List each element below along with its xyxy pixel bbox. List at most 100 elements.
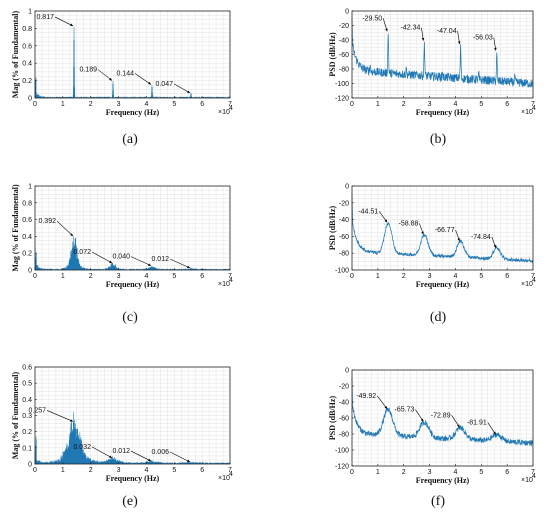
peak-arrowhead [457,424,460,428]
peak-label: 0.072 [73,249,91,256]
x-tick-label: 6 [505,273,509,280]
x-tick-label: 4 [453,273,457,280]
x-tick-label: 1 [376,469,380,476]
y-axis-label: Mag (% of Fundamental) [11,184,20,272]
x-tick-label: 7 [228,101,232,108]
y-tick-label: -80 [339,67,349,74]
x-tick-label: 5 [479,469,483,476]
x-tick-label: 4 [453,469,457,476]
y-tick-label: 0.3 [22,413,32,420]
x-tick-label: 1 [376,101,380,108]
peak-arrow [56,220,74,237]
peak-arrowhead [148,458,151,462]
peak-label: 0.012 [151,256,169,263]
peak-arrowhead [187,459,190,463]
peak-label: -66.77 [435,227,455,234]
x-tick-label: 7 [228,467,232,474]
y-tick-label: 0.4 [22,234,32,241]
x-multiplier-exponent: 4 [532,105,536,112]
x-tick-label: 0 [350,273,354,280]
peak-arrowhead [493,431,496,435]
panel-caption: (a) [122,132,138,147]
x-tick-label: 5 [479,101,483,108]
peak-arrowhead [457,41,461,45]
y-axis-label: Mag (% of Fundamental) [11,11,20,99]
x-tick-label: 5 [172,101,176,108]
y-tick-label: 0.8 [22,26,32,33]
peak-arrowhead [420,418,424,422]
y-tick-label: 0.6 [22,365,32,372]
y-tick-label: -80 [339,432,349,439]
y-tick-label: -20 [339,23,349,30]
x-tick-label: 3 [428,469,432,476]
peak-label: 0.047 [155,81,173,88]
peak-arrowhead [148,81,151,85]
x-multiplier-exponent: 4 [229,105,233,112]
x-multiplier: ×10 [218,281,230,288]
y-tick-label: -100 [335,448,349,455]
peak-arrow [169,451,191,463]
peak-arrowhead [187,90,190,93]
peak-arrowhead [109,77,112,81]
peak-label: 0.040 [112,254,130,261]
peak-arrow [134,73,152,85]
x-multiplier-exponent: 4 [229,277,233,284]
peak-label: 0.392 [38,218,56,225]
x-axis-label: Frequency (Hz) [106,108,160,117]
grid [352,11,533,98]
x-tick-label: 1 [61,101,65,108]
x-tick-label: 2 [402,469,406,476]
peak-label: -47.04 [437,28,457,35]
x-tick-label: 0 [33,273,37,280]
y-tick-label: 0.8 [22,200,32,207]
peak-arrowhead [457,238,460,242]
peak-label: -72.89 [431,412,451,419]
peak-label: -74.84 [471,234,491,241]
y-tick-label: 0 [28,96,32,103]
y-tick-label: 0 [345,184,349,191]
x-tick-label: 6 [200,467,204,474]
y-tick-label: 0 [28,268,32,275]
peak-label: 0.144 [116,70,134,77]
y-tick-label: 0.4 [22,397,32,404]
peak-arrowhead [494,47,497,51]
x-tick-label: 3 [117,273,121,280]
x-axis-label: Frequency (Hz) [106,474,160,483]
x-tick-label: 1 [376,273,380,280]
peak-label: -42.34 [401,25,421,32]
y-tick-label: -120 [335,464,349,471]
peak-arrowhead [421,231,424,235]
x-tick-label: 2 [402,273,406,280]
x-tick-label: 3 [428,101,432,108]
x-multiplier-exponent: 4 [229,471,233,478]
psd-trace [351,194,534,264]
y-tick-label: 0.4 [22,61,32,68]
panel-caption: (b) [430,132,447,147]
peak-label: -56.03 [473,35,493,42]
peak-arrow [130,450,152,462]
panel-e: 0 1 2 3 4 5 6 700.10.20.30.40.50.6×104Frequency… [11,365,233,510]
panel-caption: (f) [431,494,445,509]
y-tick-label: -100 [335,268,349,275]
x-tick-label: 0 [350,469,354,476]
x-tick-label: 2 [89,467,93,474]
peak-label: -65.73 [395,407,415,414]
x-axis-label: Frequency (Hz) [106,280,160,289]
peak-arrow [54,16,74,27]
y-tick-label: 0.6 [22,43,32,50]
panel-f: 0 1 2 3 4 5 6 7-120-100-80-60-40-200×104Frequen… [328,368,536,510]
axes-box [351,185,534,271]
peak-arrowhead [421,37,425,41]
y-tick-label: -100 [335,81,349,88]
x-tick-label: 5 [172,467,176,474]
y-tick-label: 0 [345,9,349,16]
x-multiplier: ×10 [521,281,533,288]
x-tick-label: 6 [200,101,204,108]
x-tick-label: 1 [61,467,65,474]
x-tick-label: 4 [144,273,148,280]
x-tick-label: 2 [89,101,93,108]
panel-b: 0 1 2 3 4 5 6 7-120-100-80-60-40-200×104Frequen… [328,9,536,148]
grid [352,186,533,270]
peak-arrowhead [148,263,151,266]
